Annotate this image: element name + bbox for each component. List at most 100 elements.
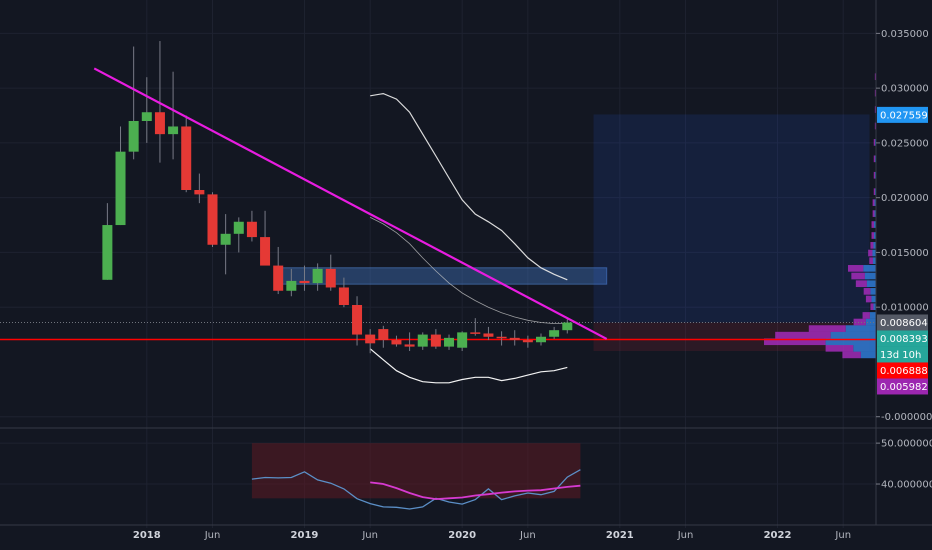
candle-down [404, 344, 415, 347]
price-badge [877, 106, 928, 123]
candle-up [102, 225, 113, 280]
candle-down [496, 336, 507, 339]
price-tick-label: 0.015000 [881, 248, 929, 259]
volume-bar-up [870, 242, 874, 249]
candle-down [154, 112, 165, 135]
candle-down [260, 237, 271, 266]
volume-bar-down [874, 171, 876, 179]
volume-bar-up [873, 155, 875, 163]
candle-down [378, 329, 389, 341]
candle-down [207, 194, 218, 245]
volume-bar-down [871, 295, 876, 303]
price-axis[interactable]: 0.035000 0.030000 0.025000 0.020000 0.015000… [876, 29, 932, 423]
volume-bar-up [863, 288, 871, 295]
indicator-signal [370, 481, 581, 501]
price-tick-label: -0.000000 [881, 412, 932, 423]
volume-bar-up [872, 199, 875, 206]
price-badge [877, 378, 928, 395]
candle-down [365, 334, 376, 344]
time-tick-label: 2021 [606, 530, 634, 541]
candle-up [562, 322, 573, 331]
volume-bar-up [853, 318, 866, 326]
volume-bar-down [866, 280, 876, 288]
volume-bar-up [874, 89, 876, 97]
volume-bar-down [873, 232, 876, 239]
candle-down [391, 340, 402, 345]
candle-down [246, 221, 257, 238]
time-tick-label: Jun [204, 530, 221, 541]
volume-bar-down [873, 303, 876, 311]
volume-bar-up [851, 272, 865, 280]
volume-bar-up [775, 331, 831, 339]
volume-bar-down [874, 210, 876, 217]
price-badge-label: 0.008393 [880, 334, 928, 345]
candle-down [430, 334, 441, 347]
price-badge-label: 0.005982 [880, 382, 928, 393]
volume-bar-down [870, 288, 876, 295]
time-tick-label: 2019 [291, 530, 319, 541]
volume-bar-down [860, 351, 876, 359]
candle-down [483, 333, 494, 337]
trendline[interactable] [93, 67, 608, 340]
time-tick-label: Jun [519, 530, 536, 541]
volume-bar-up [870, 303, 874, 311]
price-badge-label: 0.027559 [880, 110, 928, 121]
indicator-line [251, 469, 581, 510]
price-tick-label: 0.030000 [881, 84, 929, 95]
time-tick-label: 2018 [133, 530, 161, 541]
volume-bar-up [873, 188, 875, 196]
middle-band [370, 217, 568, 325]
volume-bar-down [873, 221, 876, 228]
indicator-axis[interactable]: 50.000000 40.000000 [876, 439, 932, 491]
volume-bar-up [873, 139, 875, 146]
price-badge [877, 330, 928, 347]
candle-down [338, 287, 349, 305]
long-position-target [593, 114, 870, 323]
time-tick-label: 2020 [448, 530, 476, 541]
price-badges: 0.027559 0.008604 0.008393 13d 10h 0.006888 0… [877, 106, 928, 395]
volume-bar-up [808, 325, 846, 332]
indicator-pane [251, 443, 581, 510]
candle-down [181, 126, 192, 190]
volume-bar-down [830, 331, 876, 339]
price-tick-label: 0.010000 [881, 303, 929, 314]
candle-up [549, 330, 560, 337]
pane-separator[interactable] [0, 0, 932, 526]
volume-bar-down [874, 199, 876, 206]
time-tick-label: 2022 [764, 530, 792, 541]
volume-bar-up [874, 122, 876, 130]
time-axis[interactable]: 2018 Jun 2019 Jun 2020 Jun 2021 Jun 2022 Jun [133, 530, 851, 541]
price-tick-label: 0.025000 [881, 138, 929, 149]
candle-up [417, 334, 428, 347]
price-badge [877, 346, 928, 363]
volume-bar-up [865, 295, 872, 303]
candle-up [444, 337, 455, 347]
candle-up [168, 126, 179, 135]
indicator-tick-label: 50.000000 [881, 439, 932, 450]
volume-bar-up [842, 351, 861, 359]
candle-up [128, 121, 139, 152]
candle-down [273, 265, 284, 291]
volume-bar-down [873, 242, 876, 249]
volume-bar-down [874, 188, 876, 196]
volume-bar-down [874, 139, 876, 146]
price-badge [877, 362, 928, 379]
candles [102, 41, 573, 354]
candle-down [194, 190, 205, 195]
candle-up [536, 336, 546, 343]
candle-up [286, 280, 297, 291]
volume-bar-up [862, 312, 870, 319]
volume-bar-up [874, 73, 876, 81]
volume-bar-up [873, 171, 875, 179]
volume-bar-down [874, 155, 876, 163]
candle-down [522, 340, 533, 343]
chart-zones [277, 114, 870, 351]
candle-down [509, 337, 520, 341]
price-badge-label: 0.006888 [880, 366, 928, 377]
volume-bar-down [825, 338, 876, 346]
volume-bar-up [764, 338, 826, 346]
candle-up [141, 112, 152, 121]
volume-bar-up [868, 249, 873, 257]
volume-bar-down [864, 272, 876, 280]
